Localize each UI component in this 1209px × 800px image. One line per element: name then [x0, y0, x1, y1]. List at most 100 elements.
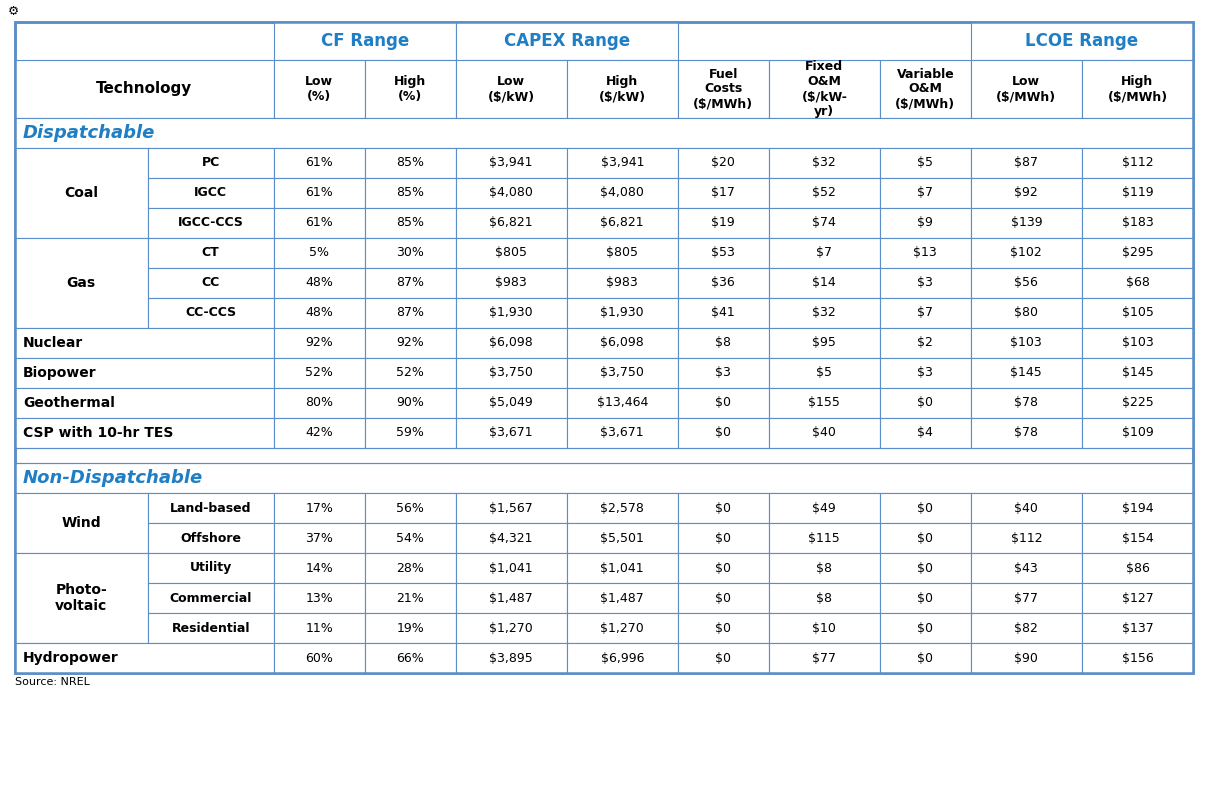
Bar	[678, 268, 769, 298]
Bar	[880, 60, 971, 118]
Text: $0: $0	[918, 562, 933, 574]
Text: $8: $8	[816, 591, 832, 605]
Text: 17%: 17%	[306, 502, 334, 514]
Text: $983: $983	[496, 277, 527, 290]
Text: 5%: 5%	[310, 246, 329, 259]
Bar	[365, 148, 456, 178]
Text: 60%: 60%	[306, 651, 334, 665]
Bar	[567, 523, 678, 553]
Bar	[365, 613, 456, 643]
Bar	[365, 388, 456, 418]
Bar	[1082, 388, 1193, 418]
Bar	[365, 583, 456, 613]
Bar	[880, 328, 971, 358]
Bar	[365, 238, 456, 268]
Bar	[880, 148, 971, 178]
Bar	[971, 238, 1082, 268]
Text: $109: $109	[1122, 426, 1153, 439]
Bar	[971, 358, 1082, 388]
Text: $87: $87	[1014, 157, 1039, 170]
Bar	[769, 178, 880, 208]
Text: $6,821: $6,821	[601, 217, 644, 230]
Text: Offshore: Offshore	[180, 531, 242, 545]
Text: 90%: 90%	[397, 397, 424, 410]
Bar	[880, 643, 971, 673]
Text: Gas: Gas	[66, 276, 96, 290]
Bar	[365, 418, 456, 448]
Bar	[678, 553, 769, 583]
Bar	[273, 328, 365, 358]
Bar	[273, 60, 365, 118]
Bar	[273, 22, 456, 60]
Text: $32: $32	[812, 306, 837, 319]
Bar	[456, 298, 567, 328]
Bar	[1082, 523, 1193, 553]
Text: IGCC-CCS: IGCC-CCS	[178, 217, 244, 230]
Text: 80%: 80%	[306, 397, 334, 410]
Text: $0: $0	[716, 622, 731, 634]
Bar	[147, 523, 273, 553]
Bar	[971, 418, 1082, 448]
Text: $7: $7	[918, 186, 933, 199]
Text: Low
($/MWh): Low ($/MWh)	[996, 75, 1057, 103]
Text: 85%: 85%	[397, 157, 424, 170]
Text: $0: $0	[716, 531, 731, 545]
Bar	[456, 583, 567, 613]
Text: Dispatchable: Dispatchable	[23, 124, 156, 142]
Bar	[769, 613, 880, 643]
Bar	[15, 553, 147, 643]
Bar	[769, 583, 880, 613]
Text: $5: $5	[816, 366, 832, 379]
Bar	[678, 328, 769, 358]
Text: $119: $119	[1122, 186, 1153, 199]
Text: Non-Dispatchable: Non-Dispatchable	[23, 469, 203, 487]
Text: $68: $68	[1126, 277, 1150, 290]
Bar	[456, 493, 567, 523]
Text: $82: $82	[1014, 622, 1039, 634]
Bar	[273, 553, 365, 583]
Bar	[880, 358, 971, 388]
Text: $41: $41	[711, 306, 735, 319]
Text: CF Range: CF Range	[320, 32, 409, 50]
Bar	[971, 583, 1082, 613]
Text: $805: $805	[496, 246, 527, 259]
Bar	[567, 298, 678, 328]
Bar	[15, 118, 1193, 148]
Bar	[880, 613, 971, 643]
Bar	[567, 238, 678, 268]
Bar	[678, 388, 769, 418]
Bar	[971, 388, 1082, 418]
Text: $80: $80	[1014, 306, 1039, 319]
Text: Fuel
Costs
($/MWh): Fuel Costs ($/MWh)	[693, 67, 753, 110]
Bar	[456, 268, 567, 298]
Text: $983: $983	[607, 277, 638, 290]
Text: Coal: Coal	[64, 186, 98, 200]
Bar	[456, 358, 567, 388]
Text: $36: $36	[711, 277, 735, 290]
Text: High
($/kW): High ($/kW)	[598, 75, 646, 103]
Text: $0: $0	[716, 591, 731, 605]
Bar	[880, 583, 971, 613]
Text: $105: $105	[1122, 306, 1153, 319]
Text: $14: $14	[812, 277, 837, 290]
Bar	[769, 358, 880, 388]
Bar	[1082, 298, 1193, 328]
Bar	[273, 418, 365, 448]
Bar	[769, 148, 880, 178]
Text: Utility: Utility	[190, 562, 232, 574]
Text: $155: $155	[809, 397, 840, 410]
Text: $139: $139	[1011, 217, 1042, 230]
Text: $5: $5	[918, 157, 933, 170]
Bar	[1082, 613, 1193, 643]
Text: Wind: Wind	[62, 516, 102, 530]
Text: $1,487: $1,487	[490, 591, 533, 605]
Bar	[147, 238, 273, 268]
Bar	[1082, 583, 1193, 613]
Text: $7: $7	[918, 306, 933, 319]
Text: $17: $17	[711, 186, 735, 199]
Bar	[769, 328, 880, 358]
Bar	[365, 60, 456, 118]
Bar	[567, 328, 678, 358]
Text: $49: $49	[812, 502, 837, 514]
Bar	[567, 613, 678, 643]
